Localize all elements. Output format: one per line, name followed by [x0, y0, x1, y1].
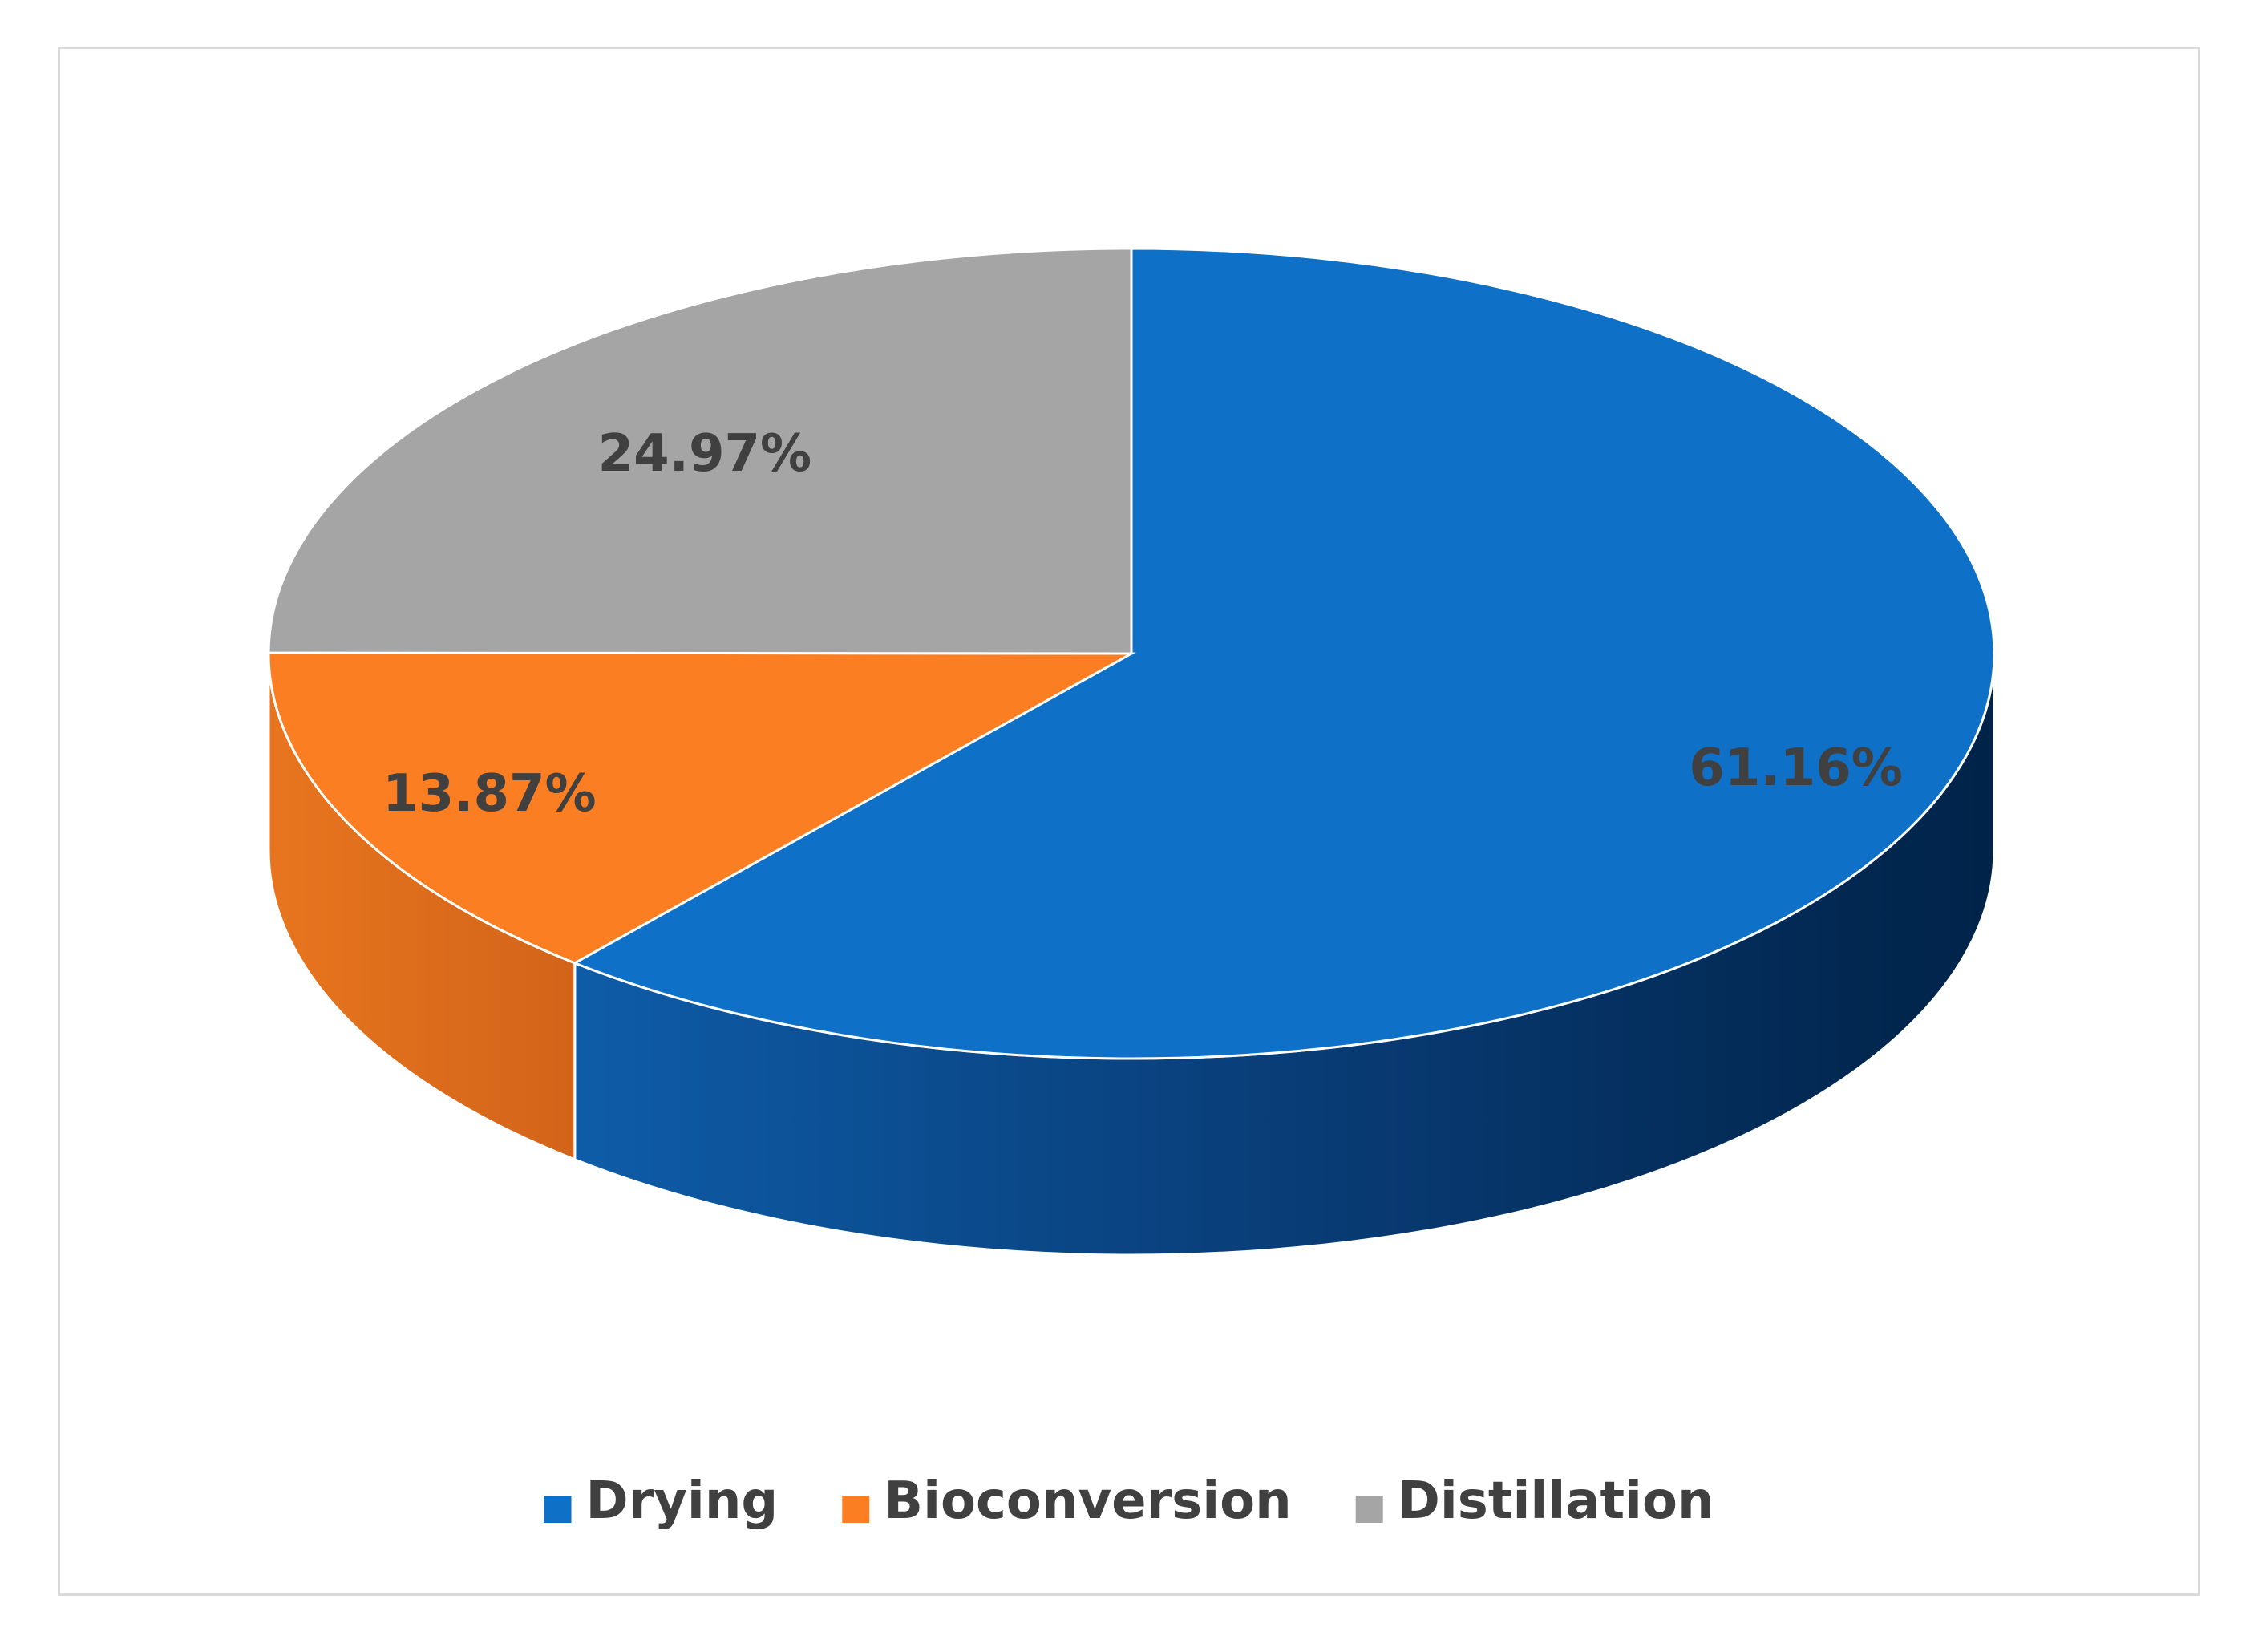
legend-swatch-distillation — [1355, 1496, 1383, 1523]
pie-tops — [267, 247, 1996, 1060]
legend-label-distillation: Distillation — [1398, 1472, 1714, 1531]
pie-slice-drying — [572, 247, 1996, 1060]
legend-swatch-drying — [544, 1496, 572, 1523]
pie-labels: 61.16% 13.87% 24.97% — [382, 424, 1903, 824]
data-label-drying: 61.16% — [1689, 739, 1903, 798]
chart-frame: 61.16% 13.87% 24.97% Drying Bioconversio… — [58, 47, 2200, 1596]
legend-label-drying: Drying — [586, 1472, 779, 1531]
pie-slice-distillation — [267, 247, 1133, 655]
legend: Drying Bioconversion Distillation — [544, 1472, 1714, 1531]
legend-label-bioconversion: Bioconversion — [884, 1472, 1291, 1531]
pie-chart: 61.16% 13.87% 24.97% Drying Bioconversio… — [267, 247, 1996, 1531]
data-label-distillation: 24.97% — [598, 424, 812, 484]
data-label-bioconversion: 13.87% — [382, 764, 597, 824]
legend-swatch-bioconversion — [842, 1496, 870, 1523]
pie-slice-bioconversion — [267, 651, 1136, 965]
